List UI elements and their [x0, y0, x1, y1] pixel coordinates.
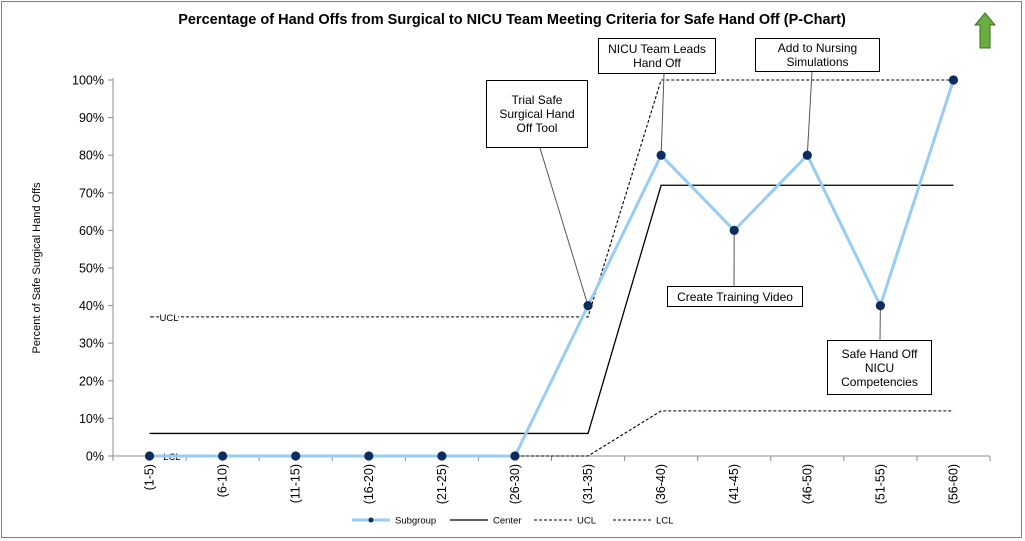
axes: 0% 10% 20% 30% 40% 50% 60% 70% 80% 90% 100% (1-5) (6… [72, 74, 991, 504]
x-tick-label: (41-45) [727, 464, 741, 504]
y-tick-label: 80% [79, 149, 104, 163]
y-tick-label: 0% [86, 450, 104, 464]
annotation-box: Safe Hand Off NICU Competencies [827, 340, 932, 395]
subgroup-point [729, 225, 739, 235]
x-tick-label: (11-15) [289, 464, 303, 503]
x-tick-label: (31-35) [581, 464, 595, 504]
x-tick-label: (26-30) [508, 464, 522, 504]
y-tick-label: 30% [79, 337, 104, 351]
y-tick-label: 70% [79, 186, 104, 200]
x-tick-label: (46-50) [800, 464, 814, 504]
subgroup-point [291, 451, 301, 461]
subgroup-point [218, 451, 228, 461]
subgroup-point [510, 451, 520, 461]
y-tick-label: 20% [79, 374, 104, 388]
annotation-leader-line [660, 73, 665, 156]
ucl-inline-label: UCL [159, 313, 178, 324]
subgroup-point [437, 451, 447, 461]
y-tick-label: 100% [72, 74, 104, 88]
annotation-box: NICU Team Leads Hand Off [598, 38, 716, 74]
legend-label: UCL [577, 516, 596, 527]
y-tick-label: 90% [79, 111, 104, 125]
ucl-line [149, 79, 954, 318]
annotation-leader-line [806, 71, 813, 156]
annotation-box: Create Training Video [667, 286, 803, 307]
subgroup-point [144, 451, 155, 461]
x-tick-label: (56-60) [946, 464, 960, 504]
subgroup-point [875, 301, 885, 311]
annotation-leader-line [539, 147, 589, 306]
legend-label: LCL [656, 516, 673, 527]
x-tick-label: (1-5) [143, 464, 157, 490]
legend-label: Subgroup [395, 516, 436, 527]
subgroup-point [364, 451, 374, 461]
legend: Subgroup Center UCL LCL [352, 516, 673, 527]
annotation-box: Add to Nursing Simulations [755, 38, 880, 72]
x-tick-label: (51-55) [873, 464, 887, 504]
subgroup-point [656, 150, 666, 160]
x-tick-label: (16-20) [362, 464, 376, 504]
x-tick-label: (36-40) [654, 464, 668, 504]
legend-marker [368, 517, 374, 523]
chart-title: Percentage of Hand Offs from Surgical to… [178, 12, 846, 28]
annotation-box: Trial Safe Surgical Hand Off Tool [486, 80, 588, 148]
y-tick-label: 10% [79, 412, 104, 426]
subgroup-point [583, 301, 593, 311]
center-line [149, 184, 954, 435]
y-tick-label: 60% [79, 224, 104, 238]
subgroup-point [948, 75, 959, 85]
x-tick-label: (6-10) [216, 464, 230, 497]
legend-label: Center [493, 516, 522, 527]
trend-up-arrow-icon [973, 12, 997, 49]
subgroup-line [149, 79, 955, 458]
x-tick-label: (21-25) [435, 464, 449, 504]
y-tick-label: 40% [79, 299, 104, 313]
y-tick-label: 50% [79, 262, 104, 276]
subgroup-point [802, 150, 812, 160]
y-axis-label: Percent of Safe Surgical Hand Offs [31, 182, 43, 353]
